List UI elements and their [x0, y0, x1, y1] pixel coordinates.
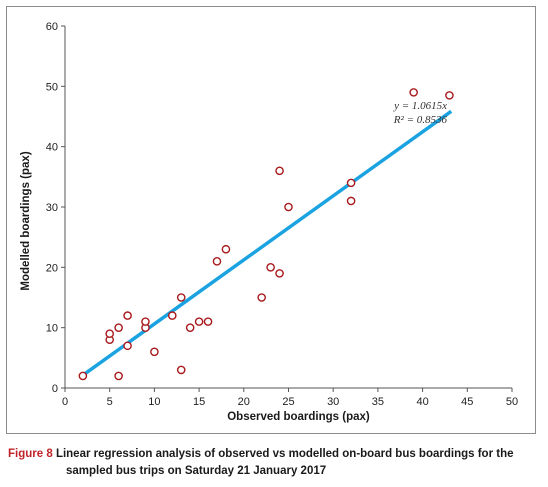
- data-point: [105, 329, 114, 339]
- x-tick-label: 40: [416, 396, 428, 408]
- x-tick-label: 25: [282, 396, 294, 408]
- regression-r2: R² = 0.8536: [393, 114, 448, 126]
- data-point: [221, 244, 231, 254]
- data-point: [78, 371, 88, 381]
- data-point: [194, 317, 204, 326]
- x-tick-label: 50: [506, 396, 518, 408]
- data-point: [141, 317, 150, 326]
- x-tick-label: 15: [193, 396, 205, 408]
- figure-caption: Figure 8 Linear regression analysis of o…: [8, 446, 538, 480]
- data-point: [167, 311, 177, 320]
- data-point: [123, 341, 132, 351]
- data-point: [346, 196, 356, 206]
- data-point: [176, 365, 186, 375]
- caption-text-line1: Linear regression analysis of observed v…: [55, 448, 514, 460]
- data-point: [346, 178, 356, 188]
- regression-equation: y = 1.0615x: [393, 100, 447, 112]
- data-point: [114, 371, 123, 381]
- x-tick-label: 45: [461, 396, 473, 408]
- y-tick-label: 50: [46, 81, 58, 93]
- x-tick-label: 0: [62, 396, 68, 408]
- y-axis-title: Modelled boardings (pax): [20, 151, 32, 290]
- axes: 0 5 10 15 20 25 30 35 40 45 50 0 10 20 30 40 50 60: [46, 21, 518, 408]
- data-point: [266, 263, 275, 272]
- caption-text-line2: sampled bus trips on Saturday 21 January…: [66, 465, 327, 477]
- trendline-layer: [81, 109, 453, 377]
- scatter-chart: 0 5 10 15 20 25 30 35 40 45 50 0 10 20 30 40 50 60 Observ…: [20, 21, 518, 423]
- data-point: [212, 256, 222, 266]
- data-point: [275, 166, 284, 176]
- labels-layer: Observed boardings (pax) Modelled boardi…: [20, 100, 447, 423]
- data-point: [409, 88, 418, 97]
- x-tick-label: 30: [327, 396, 339, 408]
- y-tick-label: 30: [46, 202, 58, 214]
- data-point: [257, 293, 266, 302]
- y-tick-label: 10: [46, 323, 58, 335]
- regression-line: [81, 109, 453, 377]
- x-tick-label: 5: [107, 396, 113, 408]
- data-point: [176, 293, 186, 302]
- data-point: [284, 202, 293, 212]
- y-tick-label: 0: [52, 383, 58, 395]
- y-tick-label: 60: [46, 21, 58, 33]
- x-tick-label: 10: [148, 396, 160, 408]
- data-point: [445, 91, 454, 100]
- data-point: [203, 317, 213, 326]
- chart-frame: 0 5 10 15 20 25 30 35 40 45 50 0 10 20 30 40 50 60 Observ…: [6, 6, 536, 434]
- y-tick-label: 20: [46, 262, 58, 274]
- data-point: [275, 269, 284, 278]
- data-point: [150, 347, 159, 357]
- x-axis-title: Observed boardings (pax): [227, 411, 370, 423]
- x-tick-label: 35: [372, 396, 384, 408]
- y-tick-label: 40: [46, 142, 58, 154]
- caption-label: Figure 8: [8, 448, 53, 460]
- data-point: [185, 323, 195, 332]
- x-tick-label: 20: [238, 396, 250, 408]
- points-layer: [78, 88, 454, 381]
- data-point: [123, 311, 132, 320]
- data-point: [114, 323, 123, 332]
